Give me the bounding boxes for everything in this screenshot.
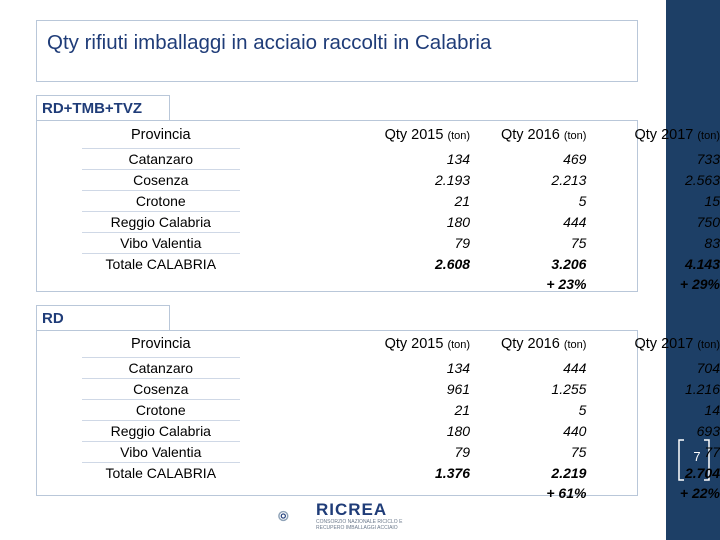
header-qty-2015: Qty 2015 (ton) [384, 127, 471, 144]
cell-qty-2015: 180 [446, 214, 471, 230]
table-box-rd-tmb-tvz [36, 120, 638, 292]
cell-qty-2017: 77 [704, 444, 720, 460]
table-row: Crotone 21 5 15 [82, 190, 720, 212]
cell-total-2015: 1.376 [435, 464, 471, 481]
table-rd: Provincia Qty 2015 (ton) Qty 2016 (ton) … [82, 331, 720, 503]
page-title: Qty rifiuti imballaggi in acciaio raccol… [47, 31, 492, 54]
growth-row: + 23% + 29% [82, 274, 720, 294]
cell-qty-2017: 2.563 [684, 172, 720, 188]
cell-qty-2015: 961 [446, 381, 471, 397]
table-row: Cosenza 961 1.255 1.216 [82, 378, 720, 400]
table-row: Vibo Valentia 79 75 77 [82, 441, 720, 463]
cell-growth-2017: + 29% [679, 276, 720, 292]
cell-growth-2016: + 61% [546, 485, 587, 501]
cell-provincia: Catanzaro [82, 357, 240, 379]
cell-provincia: Cosenza [82, 169, 240, 191]
total-row: Totale CALABRIA 2.608 3.206 4.143 [82, 253, 720, 274]
cell-qty-2017: 693 [696, 423, 720, 439]
section-label-rd: RD [36, 305, 170, 330]
cell-provincia: Crotone [82, 190, 240, 212]
page-number: 7 [693, 449, 701, 464]
cell-total-2016: 2.219 [551, 464, 587, 481]
cell-provincia: Reggio Calabria [82, 420, 240, 442]
cell-qty-2017: 14 [704, 402, 720, 418]
title-box [36, 20, 638, 82]
table-header-row: Provincia Qty 2015 (ton) Qty 2016 (ton) … [82, 331, 720, 358]
cell-qty-2017: 1.216 [684, 381, 720, 397]
cell-qty-2016: 444 [563, 360, 587, 376]
cell-total-label: Totale CALABRIA [82, 462, 240, 483]
cell-growth-2017: + 22% [679, 485, 720, 501]
header-qty-2017: Qty 2017 (ton) [634, 336, 720, 353]
logo-subtitle: CONSORZIO NAZIONALE RICICLO E RECUPERO I… [316, 519, 403, 531]
cell-qty-2015: 2.193 [435, 172, 471, 188]
cell-provincia: Catanzaro [82, 148, 240, 170]
cell-qty-2015: 134 [446, 360, 471, 376]
growth-row: + 61% + 22% [82, 483, 720, 503]
header-qty-2015: Qty 2015 (ton) [384, 336, 471, 353]
cell-qty-2015: 180 [446, 423, 471, 439]
cell-total-2015: 2.608 [435, 255, 471, 272]
total-row: Totale CALABRIA 1.376 2.219 2.704 [82, 462, 720, 483]
cell-qty-2015: 134 [446, 151, 471, 167]
cell-provincia: Crotone [82, 399, 240, 421]
cell-qty-2017: 704 [696, 360, 720, 376]
cell-qty-2017: 83 [704, 235, 720, 251]
cell-total-2017: 4.143 [684, 255, 720, 272]
cell-qty-2015: 79 [454, 235, 471, 251]
cell-qty-2016: 75 [570, 444, 587, 460]
cell-qty-2017: 750 [696, 214, 720, 230]
cell-provincia: Cosenza [82, 378, 240, 400]
table-box-rd [36, 330, 638, 496]
header-provincia: Provincia [130, 127, 191, 143]
table-rd-tmb-tvz: Provincia Qty 2015 (ton) Qty 2016 (ton) … [82, 122, 720, 294]
cell-qty-2017: 733 [696, 151, 720, 167]
header-provincia: Provincia [130, 336, 191, 352]
cell-total-2017: 2.704 [684, 464, 720, 481]
cell-qty-2015: 79 [454, 444, 471, 460]
cell-qty-2016: 75 [570, 235, 587, 251]
table-row: Vibo Valentia 79 75 83 [82, 232, 720, 254]
ricrea-logo [278, 510, 289, 522]
cell-provincia: Vibo Valentia [82, 232, 240, 254]
table-row: Crotone 21 5 14 [82, 399, 720, 421]
page-bracket-icon [678, 439, 710, 481]
cell-total-label: Totale CALABRIA [82, 253, 240, 274]
table-header-row: Provincia Qty 2015 (ton) Qty 2016 (ton) … [82, 122, 720, 149]
cell-qty-2016: 444 [563, 214, 587, 230]
cell-qty-2016: 5 [578, 193, 587, 209]
section-label-rd-tmb-tvz: RD+TMB+TVZ [36, 95, 170, 120]
cell-qty-2016: 469 [563, 151, 587, 167]
header-qty-2016: Qty 2016 (ton) [500, 336, 587, 353]
cell-qty-2015: 21 [454, 402, 471, 418]
cell-growth-2016: + 23% [546, 276, 587, 292]
header-qty-2017: Qty 2017 (ton) [634, 127, 720, 144]
cell-provincia: Vibo Valentia [82, 441, 240, 463]
header-qty-2016: Qty 2016 (ton) [500, 127, 587, 144]
cell-qty-2016: 440 [563, 423, 587, 439]
cell-qty-2017: 15 [704, 193, 720, 209]
cell-qty-2016: 1.255 [551, 381, 587, 397]
cell-qty-2015: 21 [454, 193, 471, 209]
logo-wordmark: RICREA [316, 500, 388, 519]
table-row: Catanzaro 134 444 704 [82, 357, 720, 379]
cell-qty-2016: 5 [578, 402, 587, 418]
right-sidebar [666, 0, 720, 540]
table-row: Reggio Calabria 180 440 693 [82, 420, 720, 442]
table-row: Catanzaro 134 469 733 [82, 148, 720, 170]
table-row: Reggio Calabria 180 444 750 [82, 211, 720, 233]
table-row: Cosenza 2.193 2.213 2.563 [82, 169, 720, 191]
cell-qty-2016: 2.213 [551, 172, 587, 188]
cell-total-2016: 3.206 [551, 255, 587, 272]
cell-provincia: Reggio Calabria [82, 211, 240, 233]
